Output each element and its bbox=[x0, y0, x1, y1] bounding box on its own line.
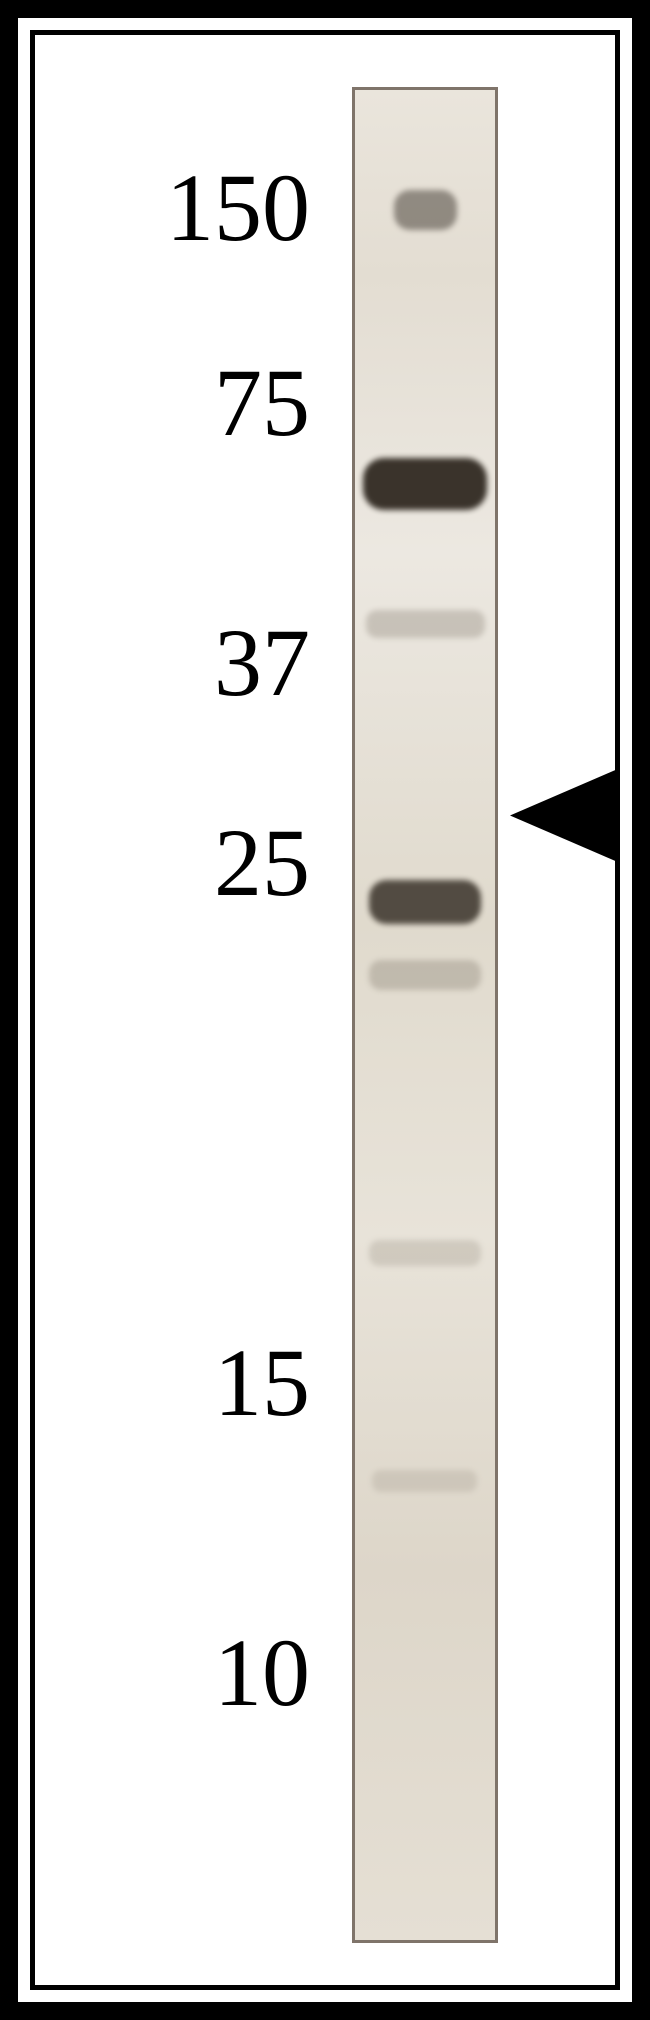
band bbox=[366, 610, 485, 638]
band bbox=[372, 1470, 477, 1492]
outer-border-top bbox=[0, 0, 650, 18]
mw-label: 25 bbox=[214, 807, 310, 918]
band bbox=[394, 190, 457, 230]
blot-lane bbox=[355, 90, 495, 1940]
band bbox=[369, 960, 481, 990]
mw-label: 37 bbox=[214, 607, 310, 718]
band bbox=[369, 1240, 481, 1266]
mw-label: 10 bbox=[214, 1617, 310, 1728]
target-band-arrow-icon bbox=[510, 768, 620, 863]
band bbox=[363, 458, 486, 510]
blot-figure: 150 75 37 25 15 10 bbox=[0, 0, 650, 2020]
inner-line-right bbox=[615, 30, 620, 1990]
mw-label: 75 bbox=[214, 347, 310, 458]
band bbox=[369, 880, 481, 924]
outer-border-bottom bbox=[0, 2002, 650, 2020]
inner-line-left bbox=[30, 30, 35, 1990]
inner-line-top bbox=[30, 30, 620, 35]
outer-border-left bbox=[0, 0, 18, 2020]
mw-label: 15 bbox=[214, 1327, 310, 1438]
inner-line-bottom bbox=[30, 1985, 620, 1990]
outer-border-right bbox=[632, 0, 650, 2020]
mw-label: 150 bbox=[166, 152, 310, 263]
